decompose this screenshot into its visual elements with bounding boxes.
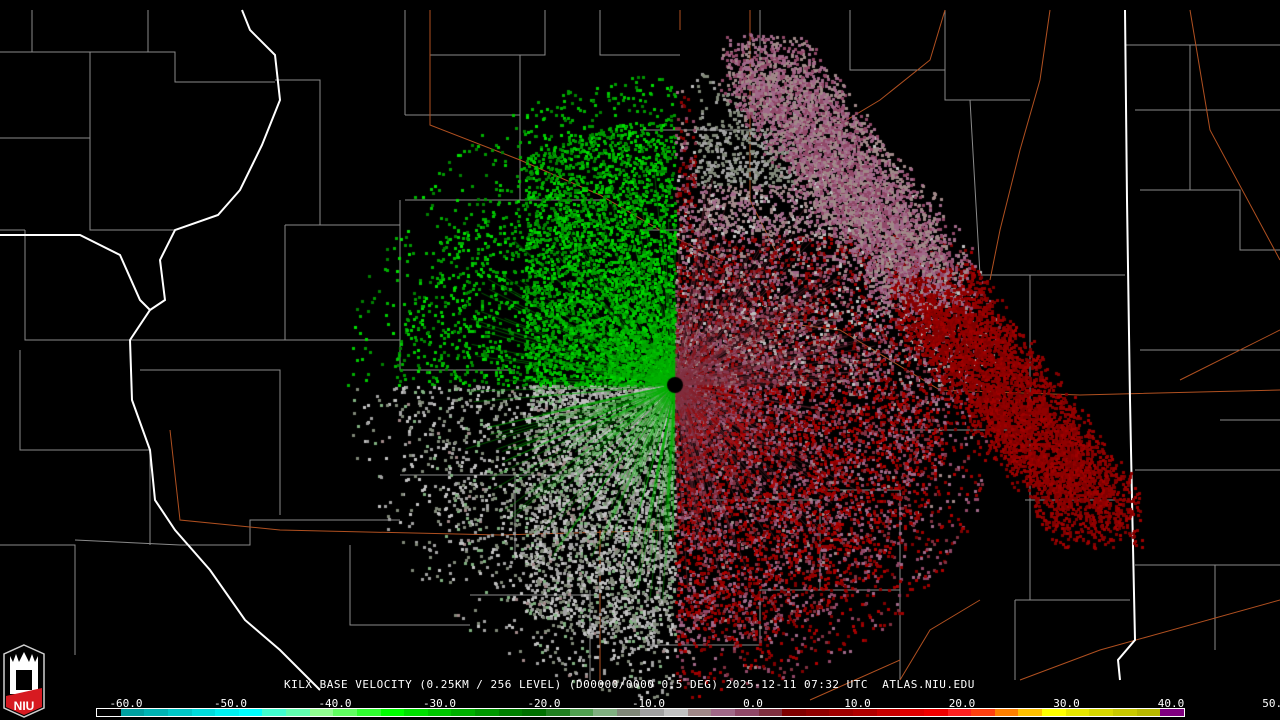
scale-swatch <box>404 709 428 716</box>
product-title: KILX BASE VELOCITY (0.25KM / 256 LEVEL) … <box>284 678 975 691</box>
niu-logo: NIU <box>3 644 45 718</box>
scale-swatch <box>734 709 759 716</box>
legend-tick: 20.0 <box>948 697 976 710</box>
legend-tick: 30.0 <box>1053 697 1080 710</box>
scale-swatch <box>191 709 216 716</box>
scale-swatch <box>1018 709 1042 716</box>
scale-swatch <box>475 709 499 716</box>
legend-tick: -40.0 <box>318 697 352 710</box>
scale-swatch <box>876 709 901 716</box>
scale-swatch <box>262 709 286 716</box>
scale-swatch <box>97 709 121 716</box>
scale-swatch <box>522 709 546 716</box>
scale-swatch <box>215 709 239 716</box>
scale-swatch <box>640 709 664 716</box>
scale-swatch <box>144 709 168 716</box>
scale-swatch <box>451 709 475 716</box>
legend-tick: 0.0 <box>743 697 763 710</box>
legend-tick: -60.0 <box>109 697 143 710</box>
scale-swatch <box>1112 709 1137 716</box>
legend-tick: 40.0 <box>1157 697 1185 710</box>
scale-swatch <box>1042 709 1066 716</box>
scale-swatch <box>1065 709 1090 716</box>
legend-tick: -30.0 <box>422 697 457 710</box>
legend-tick: 50.0 <box>1262 697 1280 710</box>
legend-tick: -10.0 <box>631 697 666 710</box>
scale-swatch <box>167 709 192 716</box>
legend-tick: 10.0 <box>844 697 871 710</box>
scale-swatch <box>805 709 830 716</box>
scale-swatch <box>994 709 1019 716</box>
scale-swatch <box>380 709 405 716</box>
scale-swatch <box>687 709 712 716</box>
scale-swatch <box>545 709 570 716</box>
scale-swatch <box>829 709 853 716</box>
legend-tick: -20.0 <box>527 697 561 710</box>
scale-swatch <box>333 709 357 716</box>
scale-swatch <box>971 709 995 716</box>
scale-swatch <box>593 709 617 716</box>
scale-swatch <box>711 709 735 716</box>
scale-swatch <box>900 709 924 716</box>
scale-swatch <box>309 709 334 716</box>
scale-swatch <box>286 709 310 716</box>
scale-swatch <box>664 709 688 716</box>
scale-swatch <box>356 709 381 716</box>
scale-swatch <box>923 709 948 716</box>
scale-swatch <box>947 709 972 716</box>
scale-swatch <box>427 709 452 716</box>
legend-tick: -50.0 <box>213 697 248 710</box>
scale-swatch <box>782 709 806 716</box>
legend-ticks: -60.0 -50.0 -40.0 -30.0 -20.0 -10.0 0.0 10.0 20.… <box>0 697 1280 710</box>
scale-swatch <box>498 709 523 716</box>
scale-swatch <box>1160 709 1184 716</box>
scale-swatch <box>120 709 145 716</box>
velocity-color-scale <box>96 708 1185 717</box>
scale-swatch <box>758 709 783 716</box>
scale-swatch <box>569 709 594 716</box>
scale-swatch <box>238 709 263 716</box>
scale-swatch <box>1089 709 1113 716</box>
logo-text: NIU <box>14 699 35 713</box>
scale-swatch <box>616 709 641 716</box>
scale-swatch <box>853 709 877 716</box>
scale-swatch <box>1136 709 1161 716</box>
